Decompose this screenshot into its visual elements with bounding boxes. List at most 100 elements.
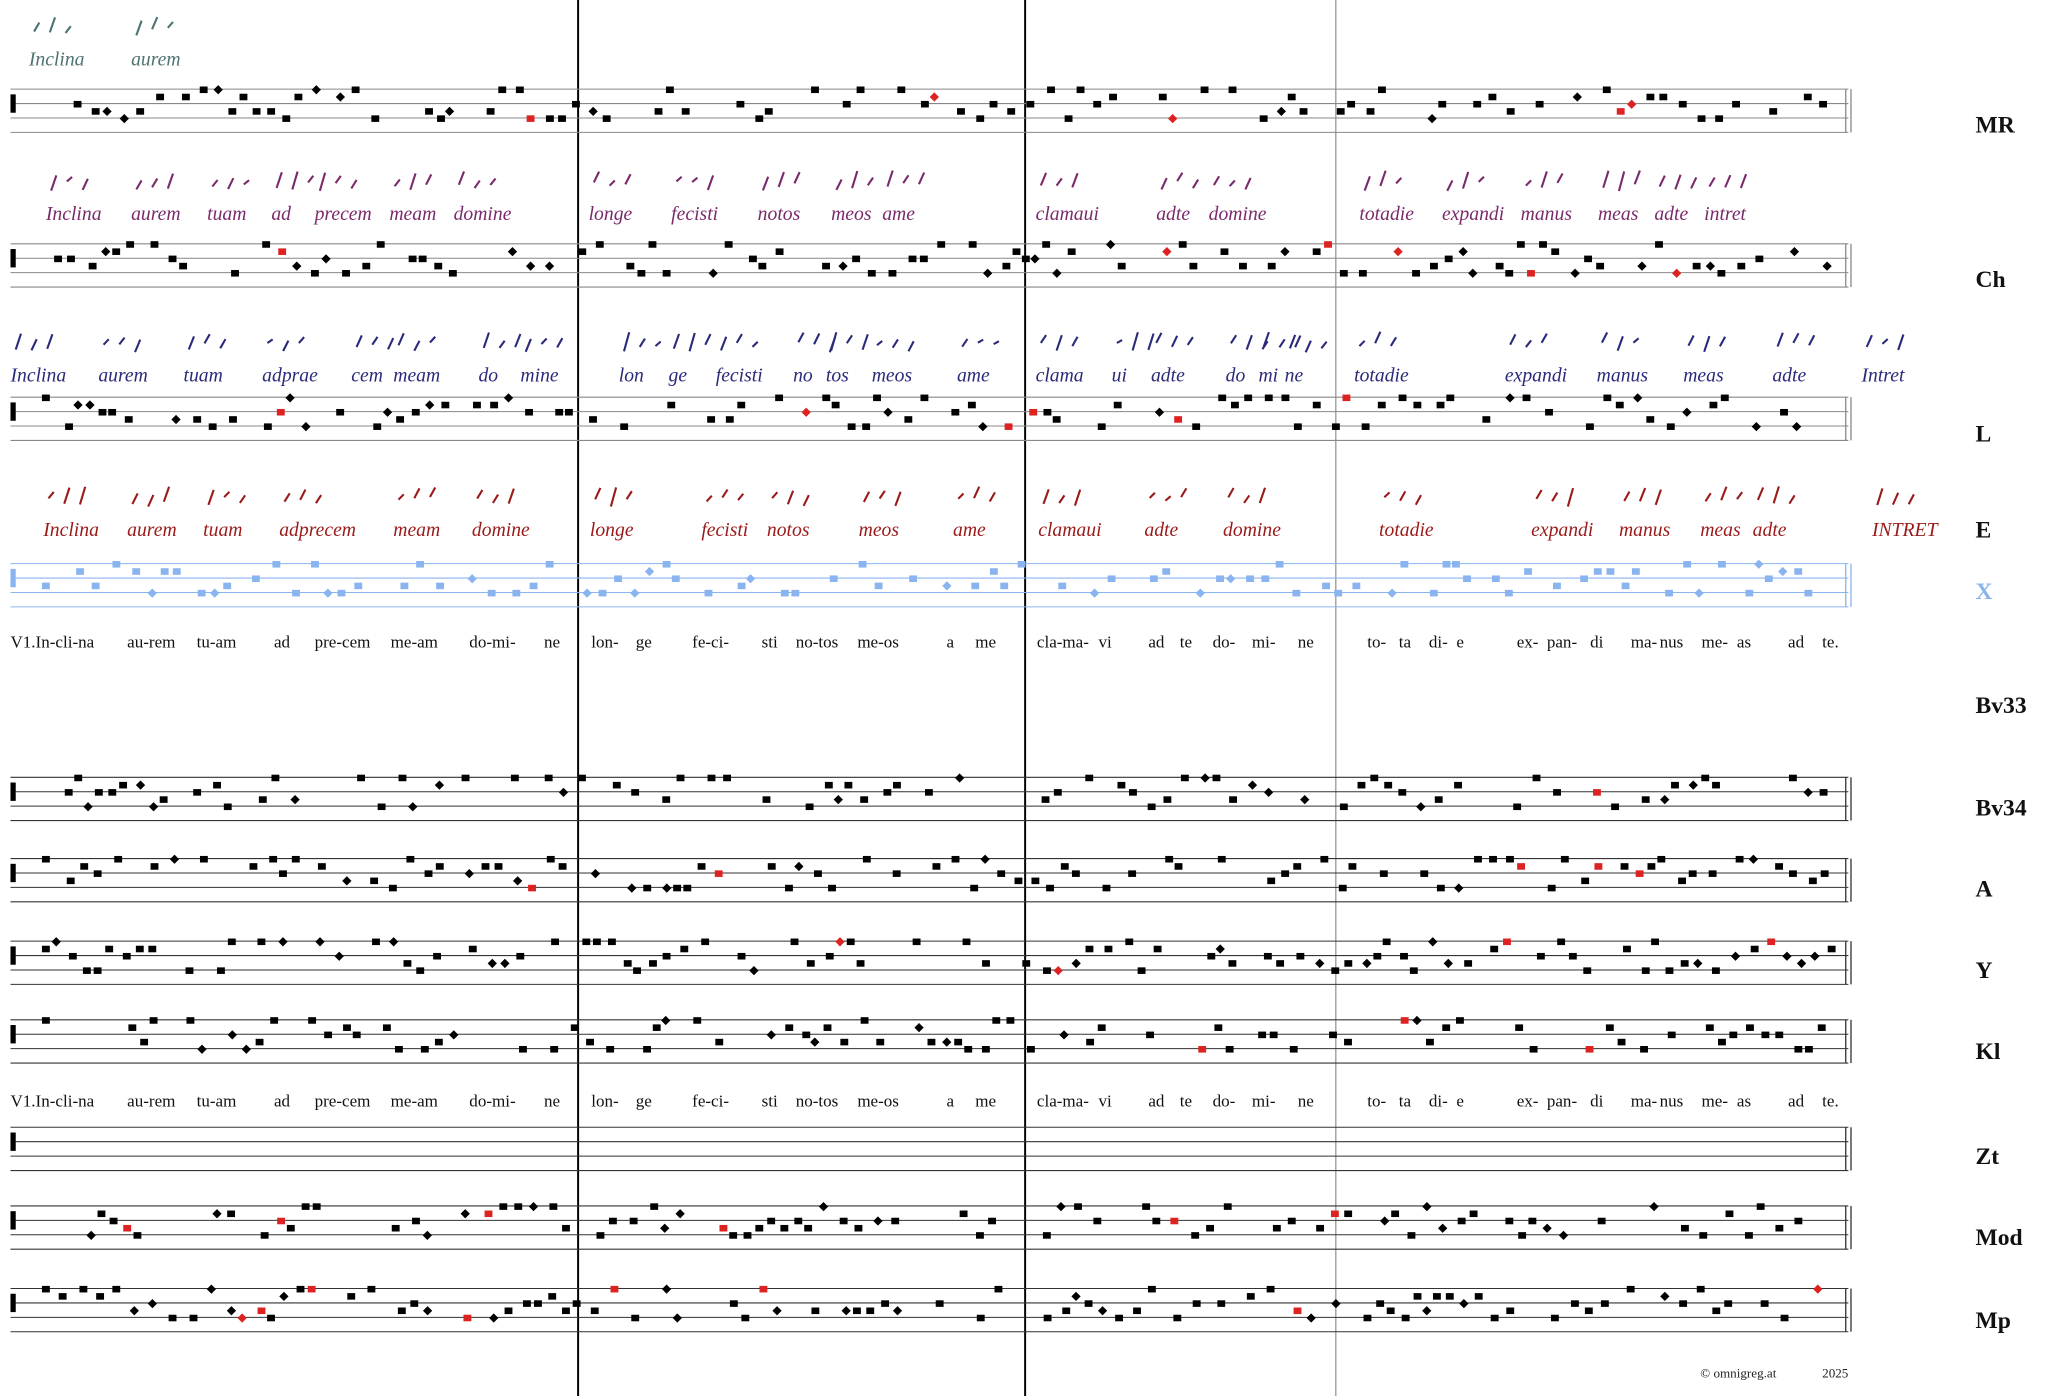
neume [498, 86, 507, 94]
neume [1331, 967, 1340, 974]
neume [1380, 1216, 1390, 1226]
neume-sign [48, 17, 57, 33]
syllable: to- [1367, 633, 1386, 652]
neume-sign [162, 486, 171, 503]
neume [1683, 561, 1692, 568]
neume [1330, 1210, 1339, 1218]
neume [1041, 796, 1050, 803]
neume [185, 967, 194, 974]
neume [1422, 1306, 1432, 1316]
neume [762, 796, 771, 803]
neume [1174, 863, 1183, 870]
manuscript-word: totadie [1359, 203, 1414, 225]
syllable: ex- [1517, 633, 1539, 652]
neume [971, 582, 980, 590]
neume [257, 938, 266, 946]
neume [129, 1306, 139, 1316]
neume [1267, 262, 1276, 270]
neume [1769, 108, 1778, 115]
neume-sign [1654, 489, 1662, 506]
neume [150, 863, 159, 870]
neume [1678, 877, 1686, 885]
neume-sign [1058, 494, 1066, 504]
neume [1542, 1223, 1552, 1233]
neume [213, 85, 223, 95]
syllable: do-mi- [469, 633, 516, 652]
neume [1547, 884, 1556, 892]
neume [473, 401, 481, 409]
neume [766, 1030, 776, 1040]
neume [391, 1224, 400, 1232]
neume-sign [1244, 177, 1252, 190]
neume-sign [1808, 334, 1816, 346]
manuscript-word: fecisti [701, 519, 748, 541]
neume [562, 1307, 570, 1315]
neume [1705, 1024, 1714, 1031]
manuscript-word: meas [1598, 203, 1639, 225]
neume [1174, 416, 1183, 423]
syllable: ne [1298, 633, 1314, 652]
neume [108, 789, 117, 796]
neume [1522, 394, 1531, 402]
neume [919, 255, 928, 263]
neume [1017, 561, 1026, 568]
manuscript-word: expandi [1442, 203, 1504, 225]
neume [589, 416, 597, 423]
neume [1153, 945, 1162, 953]
neume [311, 561, 319, 568]
neume [1259, 115, 1268, 122]
neume-sign [786, 490, 795, 505]
neume [425, 108, 433, 115]
neume [1093, 100, 1102, 108]
neume [708, 268, 718, 278]
neume [1679, 1300, 1688, 1307]
neume [1379, 870, 1388, 877]
syllable: ad [1788, 1091, 1805, 1110]
syllable: ad [1148, 633, 1165, 652]
staff-label: Zt [1976, 1144, 2000, 1170]
neume-sign [482, 332, 490, 349]
neume [892, 870, 901, 877]
neume-sign [211, 179, 219, 188]
neume [342, 270, 350, 277]
neume [317, 863, 326, 870]
neume [464, 869, 474, 879]
neume-sign [793, 171, 801, 184]
neume [1338, 884, 1347, 892]
neume-sign [1399, 490, 1407, 502]
neume [1348, 863, 1357, 870]
neume [227, 1030, 237, 1040]
neume-sign [81, 178, 89, 191]
neume [1803, 787, 1813, 798]
neume [780, 1224, 789, 1232]
neume [1780, 408, 1788, 416]
neume [811, 86, 819, 94]
neume [270, 1017, 279, 1024]
neume-sign [876, 340, 883, 347]
neume [1089, 588, 1100, 598]
neume [662, 796, 671, 803]
neume [847, 423, 856, 430]
neume-sign [845, 334, 853, 344]
neume-sign [1055, 334, 1063, 351]
neume [967, 401, 976, 409]
neume [920, 394, 929, 402]
neume [1539, 241, 1547, 248]
neume-sign [1055, 177, 1063, 187]
neume [513, 876, 523, 886]
neume [1400, 952, 1408, 960]
neume-sign [1379, 170, 1387, 187]
syllable: pre-cem [315, 633, 371, 652]
neume-sign [151, 16, 159, 30]
neume [1231, 401, 1239, 409]
neume-sign [1039, 334, 1047, 344]
manuscript-word: adte [1654, 203, 1688, 225]
neume-sign [282, 340, 290, 352]
neume [606, 1046, 615, 1053]
neume-sign [1674, 174, 1682, 190]
neume [311, 85, 321, 95]
neume-sign [691, 176, 699, 183]
neume [840, 1038, 849, 1046]
neume [420, 1046, 429, 1053]
